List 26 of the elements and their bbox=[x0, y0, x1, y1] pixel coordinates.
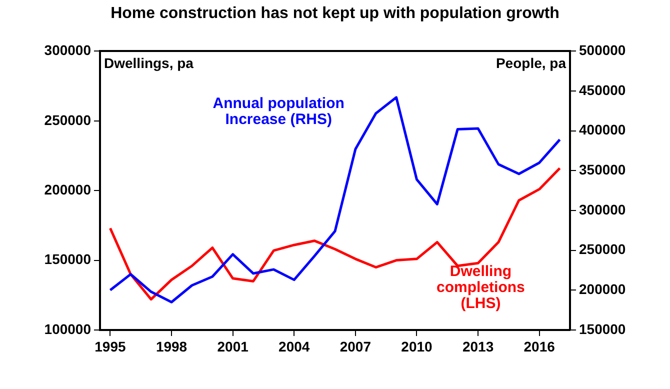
y2-tick-label: 250000 bbox=[579, 241, 626, 258]
y-tick-label: 100000 bbox=[44, 320, 92, 337]
chart-title: Home construction has not kept up with population growth bbox=[110, 5, 560, 22]
x-tick-label: 1998 bbox=[156, 338, 188, 354]
y-tick-label: 250000 bbox=[44, 112, 92, 128]
y2-tick-label: 300000 bbox=[579, 201, 626, 218]
y2-tick-label: 400000 bbox=[579, 122, 626, 138]
x-tick-label: 2010 bbox=[401, 338, 433, 354]
x-tick-label: 2016 bbox=[524, 338, 556, 354]
y-tick-label: 200000 bbox=[44, 181, 92, 198]
x-tick-label: 2001 bbox=[217, 338, 249, 354]
x-tick-label: 1995 bbox=[94, 338, 126, 354]
x-tick-label: 2007 bbox=[340, 338, 372, 354]
y2-tick-label: 150000 bbox=[579, 320, 626, 337]
y2-tick-label: 450000 bbox=[579, 82, 626, 98]
y2-tick-label: 500000 bbox=[579, 42, 626, 58]
series-label: Annual population Increase (RHS) bbox=[212, 95, 344, 128]
y2-tick-label: 350000 bbox=[579, 162, 626, 178]
x-tick-label: 2013 bbox=[462, 338, 494, 354]
y-axis-title: Dwellings, pa bbox=[104, 55, 194, 72]
y-tick-label: 150000 bbox=[44, 251, 92, 268]
series-label: Dwelling completions (LHS) bbox=[436, 262, 525, 312]
y2-tick-label: 200000 bbox=[579, 281, 626, 298]
x-tick-label: 2004 bbox=[278, 338, 310, 354]
y2-axis-title: People, pa bbox=[496, 55, 566, 72]
y-tick-label: 300000 bbox=[44, 42, 92, 58]
